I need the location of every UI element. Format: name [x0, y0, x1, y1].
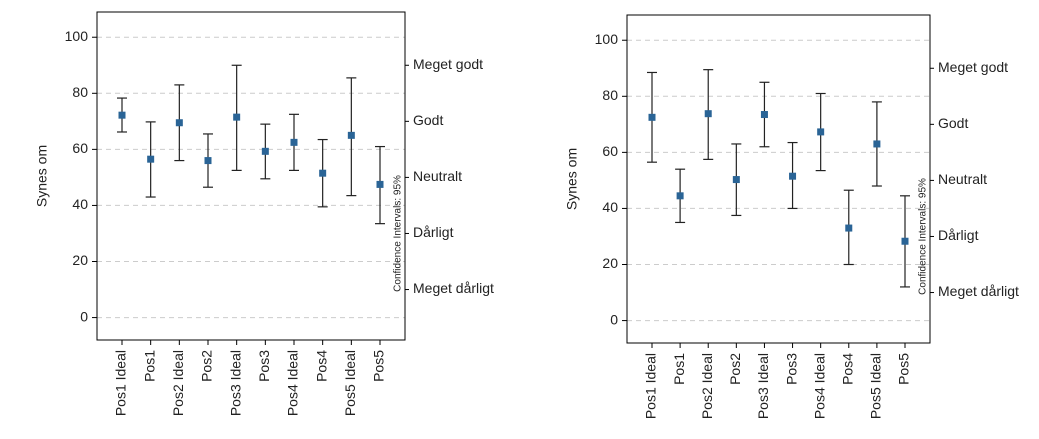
y2-tick-label: Meget godt	[413, 56, 483, 72]
x-tick-label: Pos5	[896, 353, 912, 385]
y-tick-label: 40	[602, 199, 618, 215]
point	[147, 155, 155, 163]
x-tick-label: Pos5 Ideal	[868, 353, 884, 419]
point	[676, 192, 684, 200]
point	[704, 110, 712, 118]
point	[789, 172, 797, 180]
x-tick-label: Pos1	[141, 350, 157, 382]
point	[845, 224, 853, 232]
y-tick-label: 100	[595, 31, 619, 47]
plot-frame	[96, 11, 406, 341]
x-tick-label: Pos5	[371, 350, 387, 382]
x-tick-label: Pos3 Ideal	[227, 350, 243, 416]
point	[817, 128, 825, 136]
x-tick-label: Pos4 Ideal	[811, 353, 827, 419]
x-tick-label: Pos3 Ideal	[755, 353, 771, 419]
x-tick-label: Pos2 Ideal	[170, 350, 186, 416]
point	[873, 140, 881, 148]
annotation: Confidence Intervals: 95%	[393, 175, 404, 292]
y-tick-label: 100	[65, 28, 89, 44]
x-tick-label: Pos2	[199, 350, 215, 382]
x-tick-label: Pos4 Ideal	[285, 350, 301, 416]
point	[204, 157, 212, 165]
point	[376, 180, 384, 188]
y2-tick-label: Dårligt	[938, 227, 979, 243]
x-tick-label: Pos2 Ideal	[699, 353, 715, 419]
y2-tick-label: Godt	[413, 112, 443, 128]
point	[760, 111, 768, 119]
y-axis-label: Synes om	[34, 145, 50, 207]
point	[175, 119, 183, 127]
plot-frame	[626, 14, 931, 344]
point	[319, 169, 327, 177]
x-tick-label: Pos2	[727, 353, 743, 385]
point	[290, 138, 298, 146]
point	[118, 111, 126, 119]
y-tick-label: 80	[602, 87, 618, 103]
y2-tick-label: Dårligt	[413, 224, 454, 240]
point	[347, 131, 355, 139]
y-tick-label: 60	[602, 143, 618, 159]
y2-tick-label: Meget dårligt	[938, 283, 1019, 299]
y-tick-label: 0	[610, 311, 618, 327]
y2-tick-label: Neutralt	[938, 171, 987, 187]
x-tick-label: Pos4	[313, 350, 329, 382]
y2-tick-label: Neutralt	[413, 168, 462, 184]
y-tick-label: 20	[602, 255, 618, 271]
x-tick-label: Pos3	[783, 353, 799, 385]
x-tick-label: Pos3	[256, 350, 272, 382]
y-tick-label: 40	[72, 196, 88, 212]
point	[648, 113, 656, 121]
y-tick-label: 60	[72, 140, 88, 156]
y2-tick-label: Meget dårligt	[413, 280, 494, 296]
y2-tick-label: Meget godt	[938, 59, 1008, 75]
y-axis-label: Synes om	[564, 148, 580, 210]
point	[261, 147, 269, 155]
point	[901, 237, 909, 245]
annotation: Confidence Intervals: 95%	[918, 178, 929, 295]
y2-tick-label: Godt	[938, 115, 968, 131]
y-tick-label: 0	[80, 308, 88, 324]
y-tick-label: 20	[72, 252, 88, 268]
point	[233, 113, 241, 121]
y-tick-label: 80	[72, 84, 88, 100]
x-tick-label: Pos4	[839, 353, 855, 385]
x-tick-label: Pos5 Ideal	[342, 350, 358, 416]
point	[732, 176, 740, 184]
x-tick-label: Pos1 Ideal	[643, 353, 659, 419]
x-tick-label: Pos1 Ideal	[113, 350, 129, 416]
x-tick-label: Pos1	[671, 353, 687, 385]
